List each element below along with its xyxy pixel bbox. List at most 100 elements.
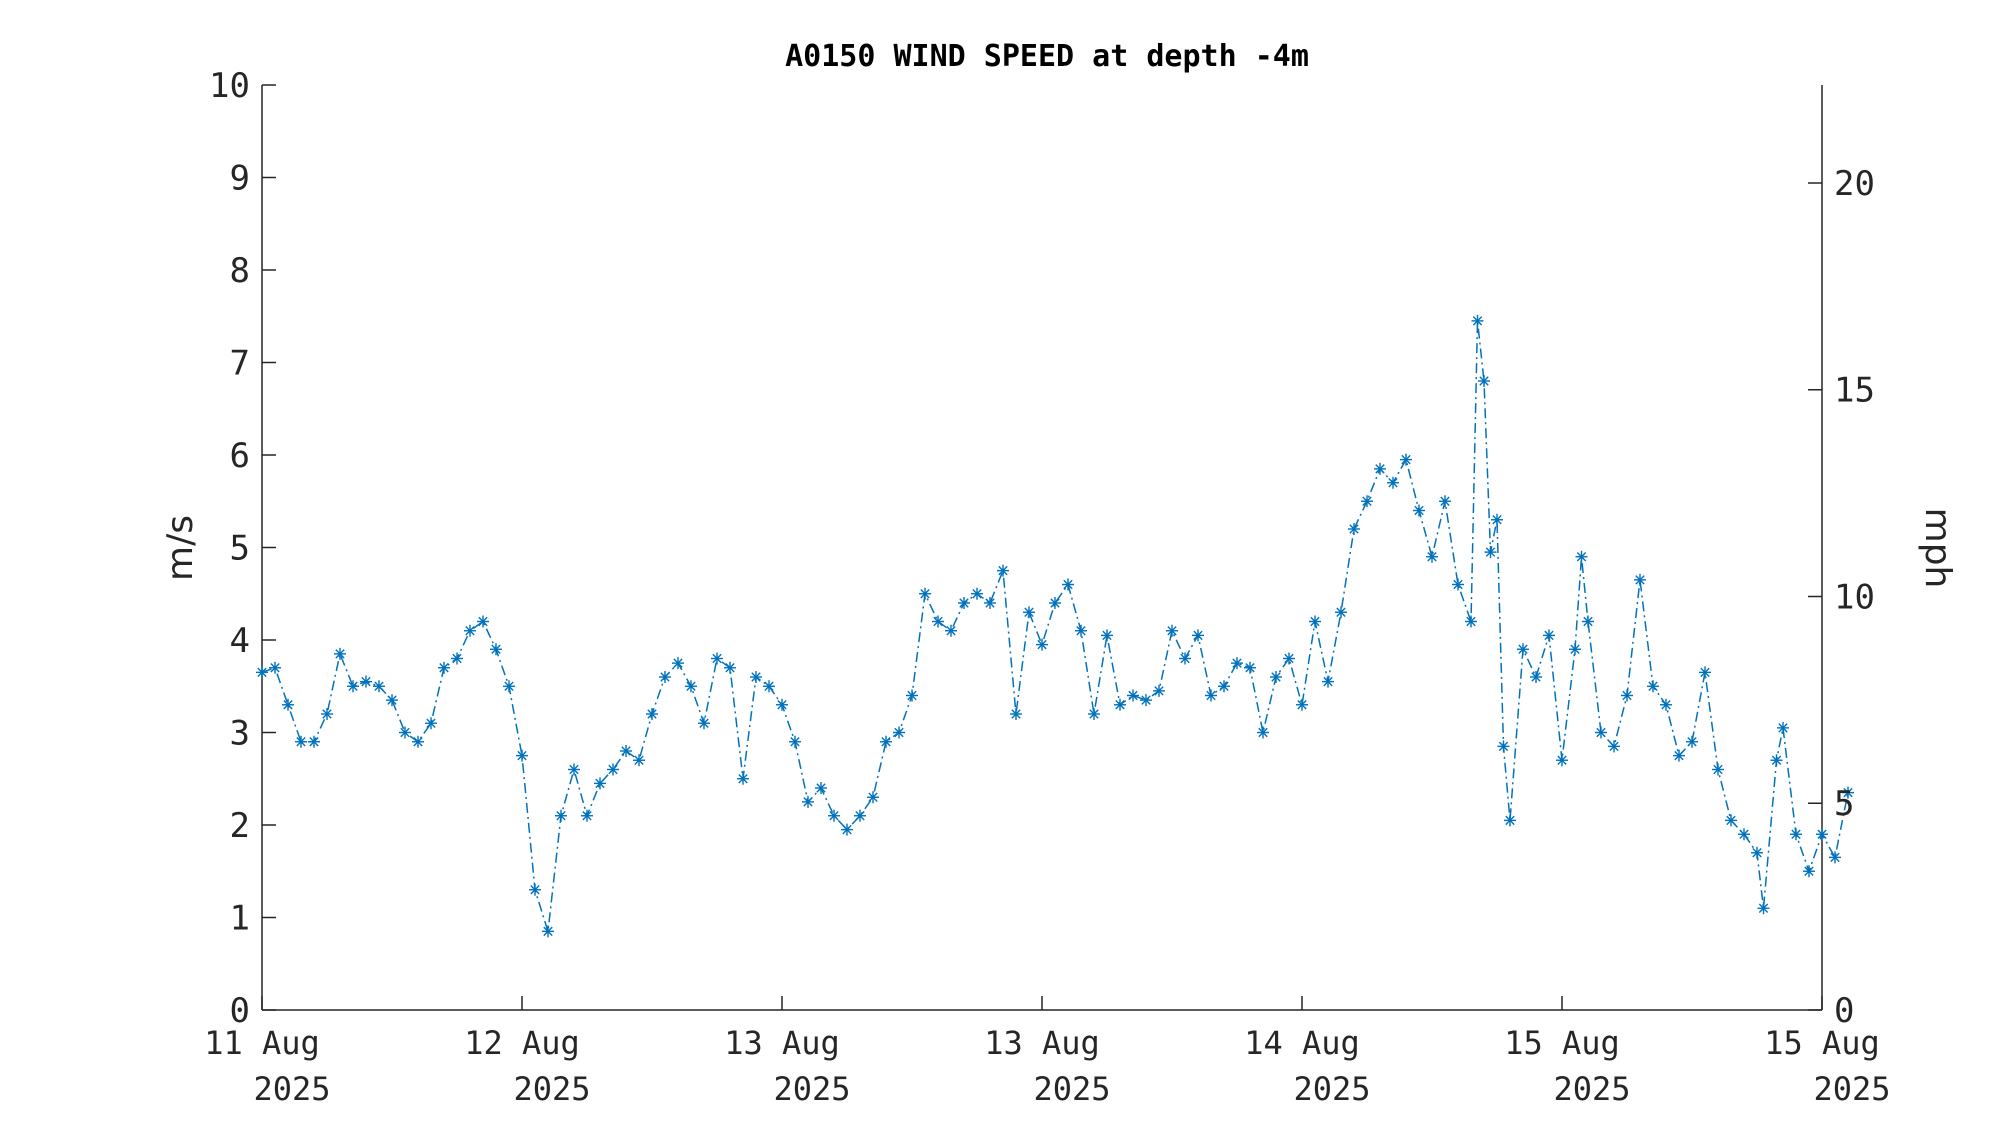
data-point (1712, 763, 1724, 776)
left-y-axis: 0 1 2 3 4 5 6 7 8 9 10 (209, 66, 276, 1031)
data-point (1660, 698, 1672, 711)
data-point (1686, 735, 1698, 748)
data-point (1530, 671, 1542, 683)
y-tick-label-right: 5 (1834, 784, 1854, 824)
x-axis: 11 Aug 2025 12 Aug 2025 13 Aug 2025 13 Aug 2025… (204, 996, 1891, 1108)
data-point (1387, 476, 1399, 489)
data-point (633, 754, 645, 767)
data-point (1348, 523, 1360, 535)
x-tick-label-date: 13 Aug (724, 1024, 840, 1062)
data-point (659, 671, 671, 683)
data-point (997, 564, 1009, 577)
data-point (1517, 643, 1529, 656)
x-tick-label-date: 11 Aug (204, 1024, 320, 1062)
data-point (1374, 462, 1386, 475)
data-point (971, 587, 983, 600)
data-point (906, 689, 918, 702)
data-point (1569, 643, 1581, 656)
data-point (1231, 657, 1243, 670)
data-point (711, 652, 723, 665)
y-tick-label: 8 (230, 251, 250, 291)
data-point (1621, 689, 1633, 702)
data-point (1595, 726, 1607, 739)
y-tick-label: 3 (230, 714, 250, 754)
data-point (1283, 652, 1295, 665)
data-point (347, 680, 359, 693)
data-point (1608, 740, 1620, 753)
data-point (1751, 846, 1763, 859)
y-tick-label-right: 0 (1834, 991, 1854, 1031)
data-point (1257, 726, 1269, 739)
data-point (1166, 624, 1178, 637)
data-point (854, 809, 866, 822)
data-point (1049, 597, 1061, 609)
data-point (295, 735, 307, 748)
data-point (568, 763, 580, 776)
data-point (828, 809, 840, 822)
data-point (1738, 828, 1750, 841)
x-tick-label-date: 14 Aug (1244, 1024, 1360, 1062)
data-point (282, 698, 294, 711)
x-tick-label-year: 2025 (1033, 1070, 1110, 1108)
data-point (1829, 851, 1841, 864)
data-point (555, 809, 567, 822)
data-point (269, 661, 281, 674)
data-point (386, 694, 398, 707)
x-tick-label-date: 13 Aug (984, 1024, 1100, 1062)
data-point (1036, 638, 1048, 651)
data-point (1575, 550, 1588, 563)
data-point (1296, 698, 1308, 711)
data-point (1400, 453, 1412, 466)
data-point (750, 671, 762, 683)
data-point (1803, 865, 1815, 878)
x-tick-label-year: 2025 (253, 1070, 330, 1108)
data-point (256, 666, 268, 679)
data-point (516, 749, 528, 762)
y-tick-label: 6 (230, 436, 250, 476)
data-point (672, 657, 684, 670)
series-layer (256, 314, 1854, 938)
data-point (1023, 606, 1035, 619)
data-point (867, 791, 879, 804)
data-point (685, 680, 697, 693)
y-tick-label: 0 (230, 991, 250, 1031)
data-point (1114, 698, 1126, 711)
data-point (1244, 661, 1256, 674)
data-point (1790, 828, 1802, 841)
data-point (763, 680, 775, 693)
y-tick-label: 7 (230, 344, 250, 384)
data-point (503, 680, 515, 693)
data-point (1777, 721, 1789, 734)
data-point (1426, 550, 1438, 563)
y-tick-label: 4 (230, 621, 250, 661)
data-point (1478, 375, 1490, 387)
data-point (1270, 671, 1282, 683)
y-tick-label: 10 (209, 66, 250, 106)
data-point (1439, 495, 1451, 508)
data-point (594, 777, 606, 790)
data-point (1634, 573, 1646, 586)
data-point (542, 925, 554, 938)
data-point (1010, 708, 1022, 720)
data-point (1582, 615, 1594, 628)
data-point (1140, 694, 1152, 707)
data-point (815, 782, 827, 794)
data-point (1465, 615, 1477, 628)
chart-title: A0150 WIND SPEED at depth -4m (785, 39, 1309, 74)
plot-frame (261, 85, 1823, 1011)
data-point (945, 624, 957, 637)
data-point (1543, 629, 1555, 642)
x-tick-label-date: 15 Aug (1504, 1024, 1620, 1062)
data-point (399, 726, 411, 739)
y-tick-label: 1 (230, 899, 250, 939)
data-point (620, 745, 632, 757)
data-point (490, 643, 502, 656)
data-point (477, 615, 489, 628)
data-point (581, 809, 593, 822)
y-axis-label-right: mph (1917, 508, 1958, 589)
data-point (932, 615, 944, 628)
data-point (1335, 606, 1347, 619)
x-tick-label-year: 2025 (773, 1070, 850, 1108)
data-point (412, 735, 424, 748)
